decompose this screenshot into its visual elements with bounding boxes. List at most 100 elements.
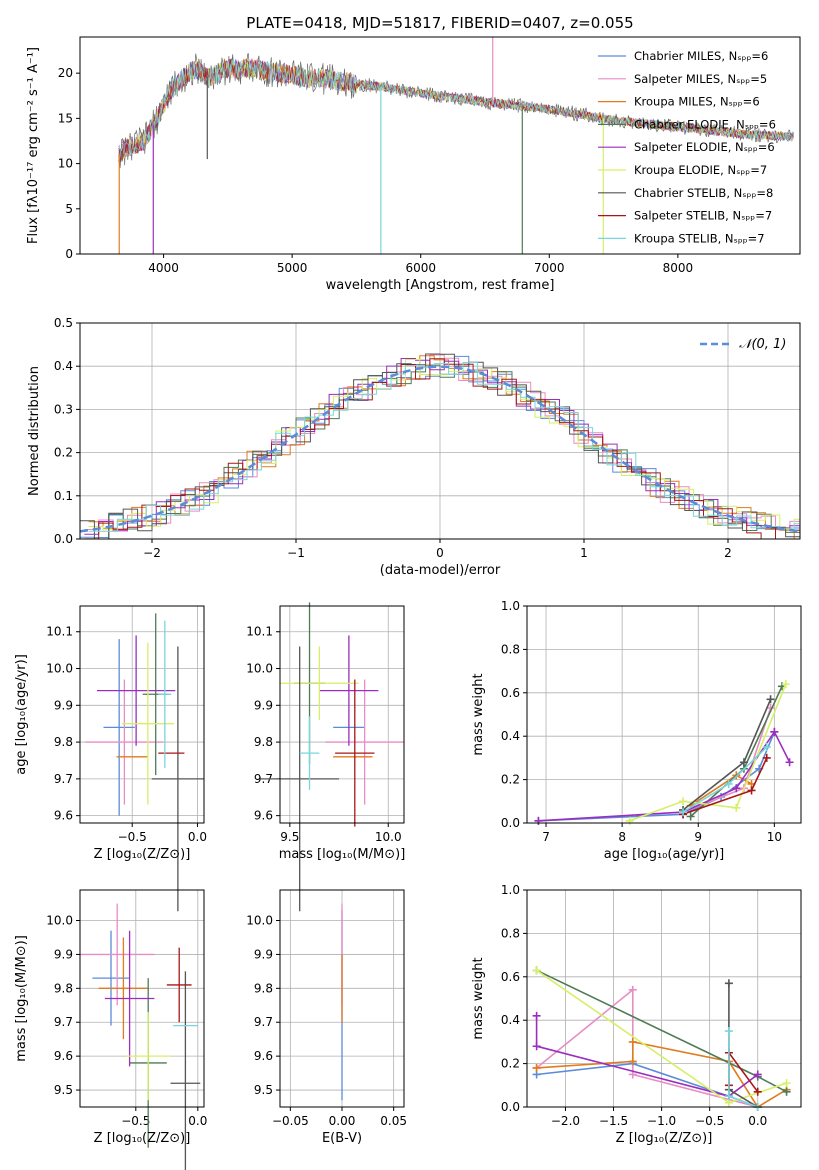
histogram-series (84, 358, 800, 540)
y-tick-label: 9.5 (254, 1083, 273, 1097)
chart-weight-vs-age: 7 8 9 10 0.0 0.2 0.4 0.6 0.8 1.0 age [log₁₀(age/yr… (471, 599, 802, 862)
weight-marker (724, 1092, 733, 1101)
weight-marker (724, 779, 733, 788)
weight-marker (781, 680, 790, 689)
x-tick-label: 6000 (405, 261, 436, 275)
x-tick-label: 8 (618, 830, 626, 844)
histogram-series (84, 358, 800, 535)
y-tick-label: 10.0 (246, 662, 273, 676)
legend-label: 𝒩(0, 1) (739, 337, 786, 352)
x-tick-label: −0.05 (272, 1114, 309, 1128)
y-tick-label: 0.1 (54, 489, 73, 503)
weight-marker (747, 786, 756, 795)
legend-label: Chabrier ELODIE, Nₛₚₚ=6 (634, 117, 776, 131)
y-tick-label: 0.6 (501, 970, 520, 984)
y-tick-label: 1.0 (501, 599, 520, 613)
y-tick-label: 9.9 (254, 698, 273, 712)
y-tick-label: 9.6 (54, 1049, 73, 1063)
x-tick-label: −0.5 (695, 1114, 724, 1128)
weight-marker (532, 1063, 541, 1072)
y-tick-label: 15 (58, 111, 73, 125)
x-tick-label: 8000 (663, 261, 694, 275)
weight-marker (732, 803, 741, 812)
y-tick-label: 9.6 (254, 1049, 273, 1063)
y-tick-label: 10.1 (46, 625, 73, 639)
y-tick-label: 0.5 (54, 316, 73, 330)
x-tick-label: 10.0 (375, 830, 402, 844)
x-tick-label: 9.5 (280, 830, 299, 844)
weight-series-line (535, 1015, 759, 1098)
weight-marker (770, 727, 779, 736)
y-tick-label: 0.2 (501, 1057, 520, 1071)
x-axis-label: age [log₁₀(age/yr)] (604, 847, 725, 862)
y-tick-label: 20 (58, 66, 73, 80)
y-tick-label: 9.7 (54, 1015, 73, 1029)
axes-frame (526, 605, 802, 824)
weight-marker (679, 808, 688, 817)
x-tick-label: 0.0 (748, 1114, 767, 1128)
y-tick-label: 9.8 (254, 981, 273, 995)
chart-age-vs-Z: −0.5 0.0 9.6 9.7 9.8 9.9 10.0 10.1 Z [log₁₀(Z/Z⊙… (14, 605, 207, 912)
y-tick-label: 9.6 (254, 809, 273, 823)
axes-frame (79, 605, 205, 824)
y-tick-label: 1.0 (501, 883, 520, 897)
y-tick-label: 10.0 (246, 914, 273, 928)
weight-marker (679, 797, 688, 806)
weight-marker (686, 812, 695, 821)
y-tick-label: 0.0 (501, 1100, 520, 1114)
x-tick-label: 0.0 (188, 830, 207, 844)
y-tick-label: 9.8 (254, 735, 273, 749)
weight-marker (739, 758, 748, 767)
chart-mass-vs-Z: −0.5 0.0 9.5 9.6 9.7 9.8 9.9 10.0 Z [log₁₀(Z/Z⊙)… (14, 889, 207, 1170)
y-axis-label: Normed distribution (27, 366, 42, 496)
weight-marker (732, 784, 741, 793)
x-tick-label: −1.5 (599, 1114, 628, 1128)
weight-series-line (536, 988, 758, 1108)
y-axis-label: Flux [fλ10⁻¹⁷ erg cm⁻² s⁻¹ A⁻¹] (26, 47, 41, 244)
x-tick-label: 10 (767, 830, 782, 844)
histogram-series (80, 353, 800, 540)
legend-label: Kroupa MILES, Nₛₚₚ=6 (634, 95, 760, 109)
x-axis-label: E(B-V) (322, 1131, 362, 1146)
x-axis-label: mass [log₁₀(M/M⊙)] (279, 847, 406, 862)
x-axis-label: (data-model)/error (380, 563, 501, 578)
chart-residuals: −2 −1 0 1 2 0.0 0.1 0.2 0.3 0.4 0.5 (data-model)/er… (27, 316, 801, 578)
y-tick-label: 0.6 (501, 686, 520, 700)
weight-marker (785, 758, 794, 767)
legend-label: Chabrier STELIB, Nₛₚₚ=8 (634, 186, 773, 200)
y-tick-label: 9.8 (54, 735, 73, 749)
figure-title: PLATE=0418, MJD=51817, FIBERID=0407, z=0… (246, 14, 633, 32)
weight-marker (534, 816, 543, 825)
y-tick-label: 10.0 (46, 662, 73, 676)
x-tick-label: −1 (287, 546, 305, 560)
y-tick-label: 9.5 (54, 1083, 73, 1097)
x-tick-label: −0.5 (121, 1114, 150, 1128)
chart-mass-vs-EBV: −0.05 0.00 0.05 9.5 9.6 9.7 9.8 9.9 10.0 E(B-V) (246, 889, 407, 1146)
y-tick-label: 0.4 (54, 359, 73, 373)
x-tick-label: 0.05 (380, 1114, 407, 1128)
weight-marker (762, 743, 771, 752)
legend-label: Salpeter STELIB, Nₛₚₚ=7 (634, 209, 772, 223)
axes-frame (279, 605, 405, 824)
y-tick-label: 9.9 (54, 947, 73, 961)
legend-label: Kroupa STELIB, Nₛₚₚ=7 (634, 231, 765, 245)
x-tick-label: 7 (542, 830, 550, 844)
histogram-series (88, 362, 800, 532)
spectrum-line (118, 58, 794, 160)
weight-marker (762, 753, 771, 762)
chart-weight-vs-Z: −2.0 −1.5 −1.0 −0.5 0.0 0.0 0.2 0.4 0.6 0.8 1.0 Z [… (471, 883, 802, 1146)
y-axis-label: mass [log₁₀(M/M⊙)] (14, 935, 29, 1062)
y-tick-label: 5 (65, 202, 73, 216)
weight-marker (724, 1027, 733, 1036)
y-tick-label: 9.6 (54, 809, 73, 823)
normal-distribution-curve (79, 365, 801, 533)
y-tick-label: 10.1 (246, 625, 273, 639)
x-tick-label: 9 (694, 830, 702, 844)
x-tick-label: 1 (580, 546, 588, 560)
axes-frame (79, 889, 205, 1108)
weight-marker (753, 1087, 762, 1096)
x-axis-label: Z [log₁₀(Z/Z⊙)] (94, 1131, 191, 1146)
legend-label: Kroupa ELODIE, Nₛₚₚ=7 (634, 163, 767, 177)
legend-label: Salpeter MILES, Nₛₚₚ=5 (634, 72, 767, 86)
y-tick-label: 0.2 (501, 773, 520, 787)
